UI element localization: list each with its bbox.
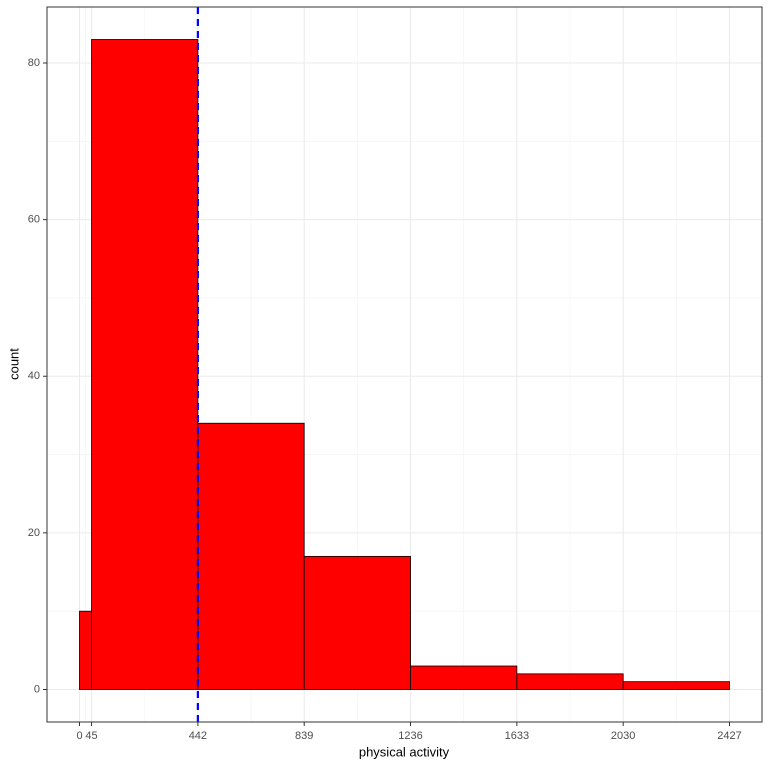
y-tick-label: 0	[34, 683, 40, 695]
x-tick-label: 0	[76, 730, 82, 742]
y-tick-label: 80	[28, 57, 40, 69]
bar	[303, 555, 411, 690]
y-tick-label: 60	[28, 214, 40, 226]
y-axis-title: count	[6, 348, 21, 380]
bar	[622, 681, 730, 690]
x-tick-label: 2030	[611, 730, 635, 742]
bar	[516, 673, 624, 690]
x-tick-label: 45	[85, 730, 97, 742]
y-tick-label: 40	[28, 370, 40, 382]
x-tick-label: 1633	[505, 730, 529, 742]
x-axis-title: physical activity	[359, 744, 450, 759]
x-tick-label: 839	[295, 730, 313, 742]
y-tick-label: 20	[28, 527, 40, 539]
panel-border	[46, 6, 763, 723]
bar	[410, 665, 518, 690]
bar	[79, 610, 92, 690]
x-tick-label: 1236	[398, 730, 422, 742]
bar	[91, 39, 199, 690]
x-tick-label: 2427	[717, 730, 741, 742]
bar	[197, 422, 305, 690]
x-tick-label: 442	[189, 730, 207, 742]
